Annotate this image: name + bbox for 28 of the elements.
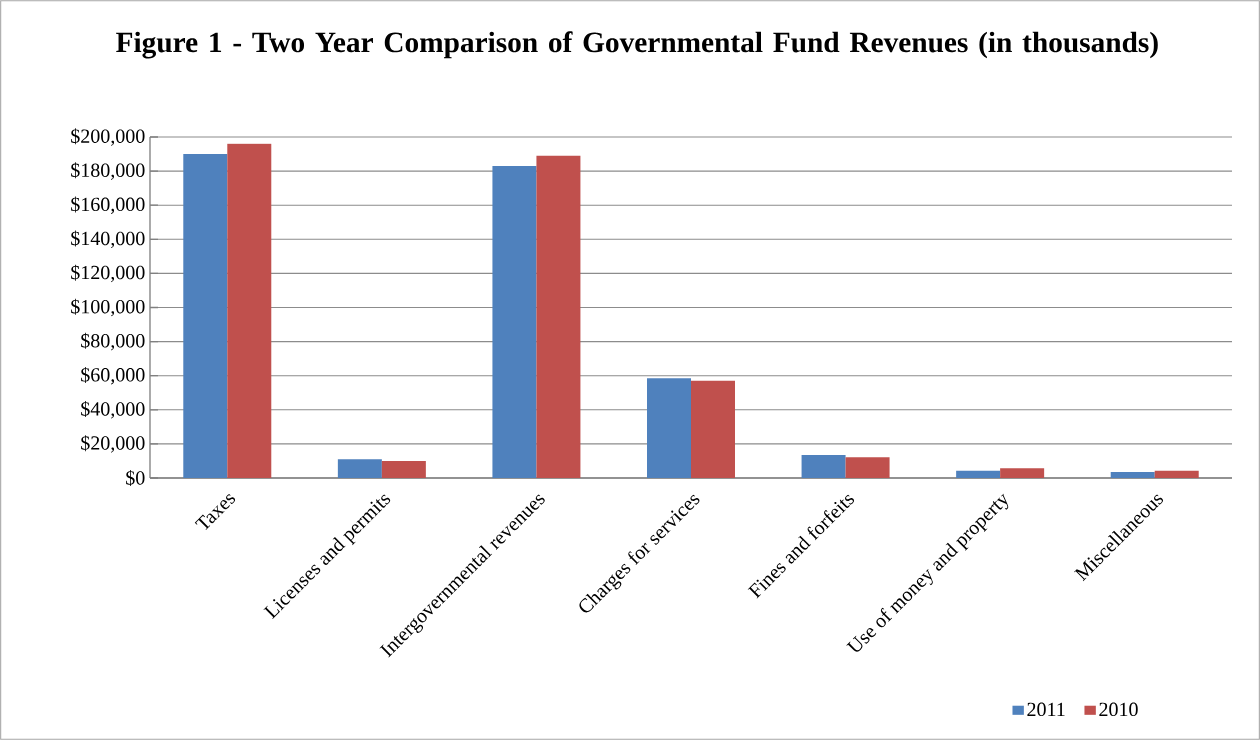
bar [227,143,272,478]
bar [337,459,382,478]
y-tick-label: $140,000 [71,230,145,249]
y-tick-label: $180,000 [71,162,145,180]
y-tick-label: $20,000 [81,435,145,453]
y-tick-label: $60,000 [81,366,145,385]
bar [956,470,1001,478]
y-tick-label: $100,000 [71,298,145,317]
y-tick-label: $0 [126,470,145,487]
legend-label: 2010 [1099,702,1138,717]
bar [647,378,691,478]
bar [1110,472,1155,478]
chart-title: Figure 1 - Two Year Comparison of Governmental Fund Revenues (in thousands) [116,31,1158,59]
bar [381,460,426,478]
bar [801,454,846,478]
y-tick-label: $160,000 [71,196,145,214]
bar [492,165,537,478]
bar [1000,468,1045,478]
legend-label: 2011 [1027,702,1065,717]
bar [536,155,581,478]
bar [845,457,890,478]
y-tick-label: $80,000 [81,332,145,351]
bar [1154,470,1199,478]
y-tick-label: $120,000 [71,264,145,283]
bar [691,380,735,478]
bar [183,154,228,478]
y-tick-label: $40,000 [81,401,145,419]
y-tick-label: $200,000 [71,128,145,146]
